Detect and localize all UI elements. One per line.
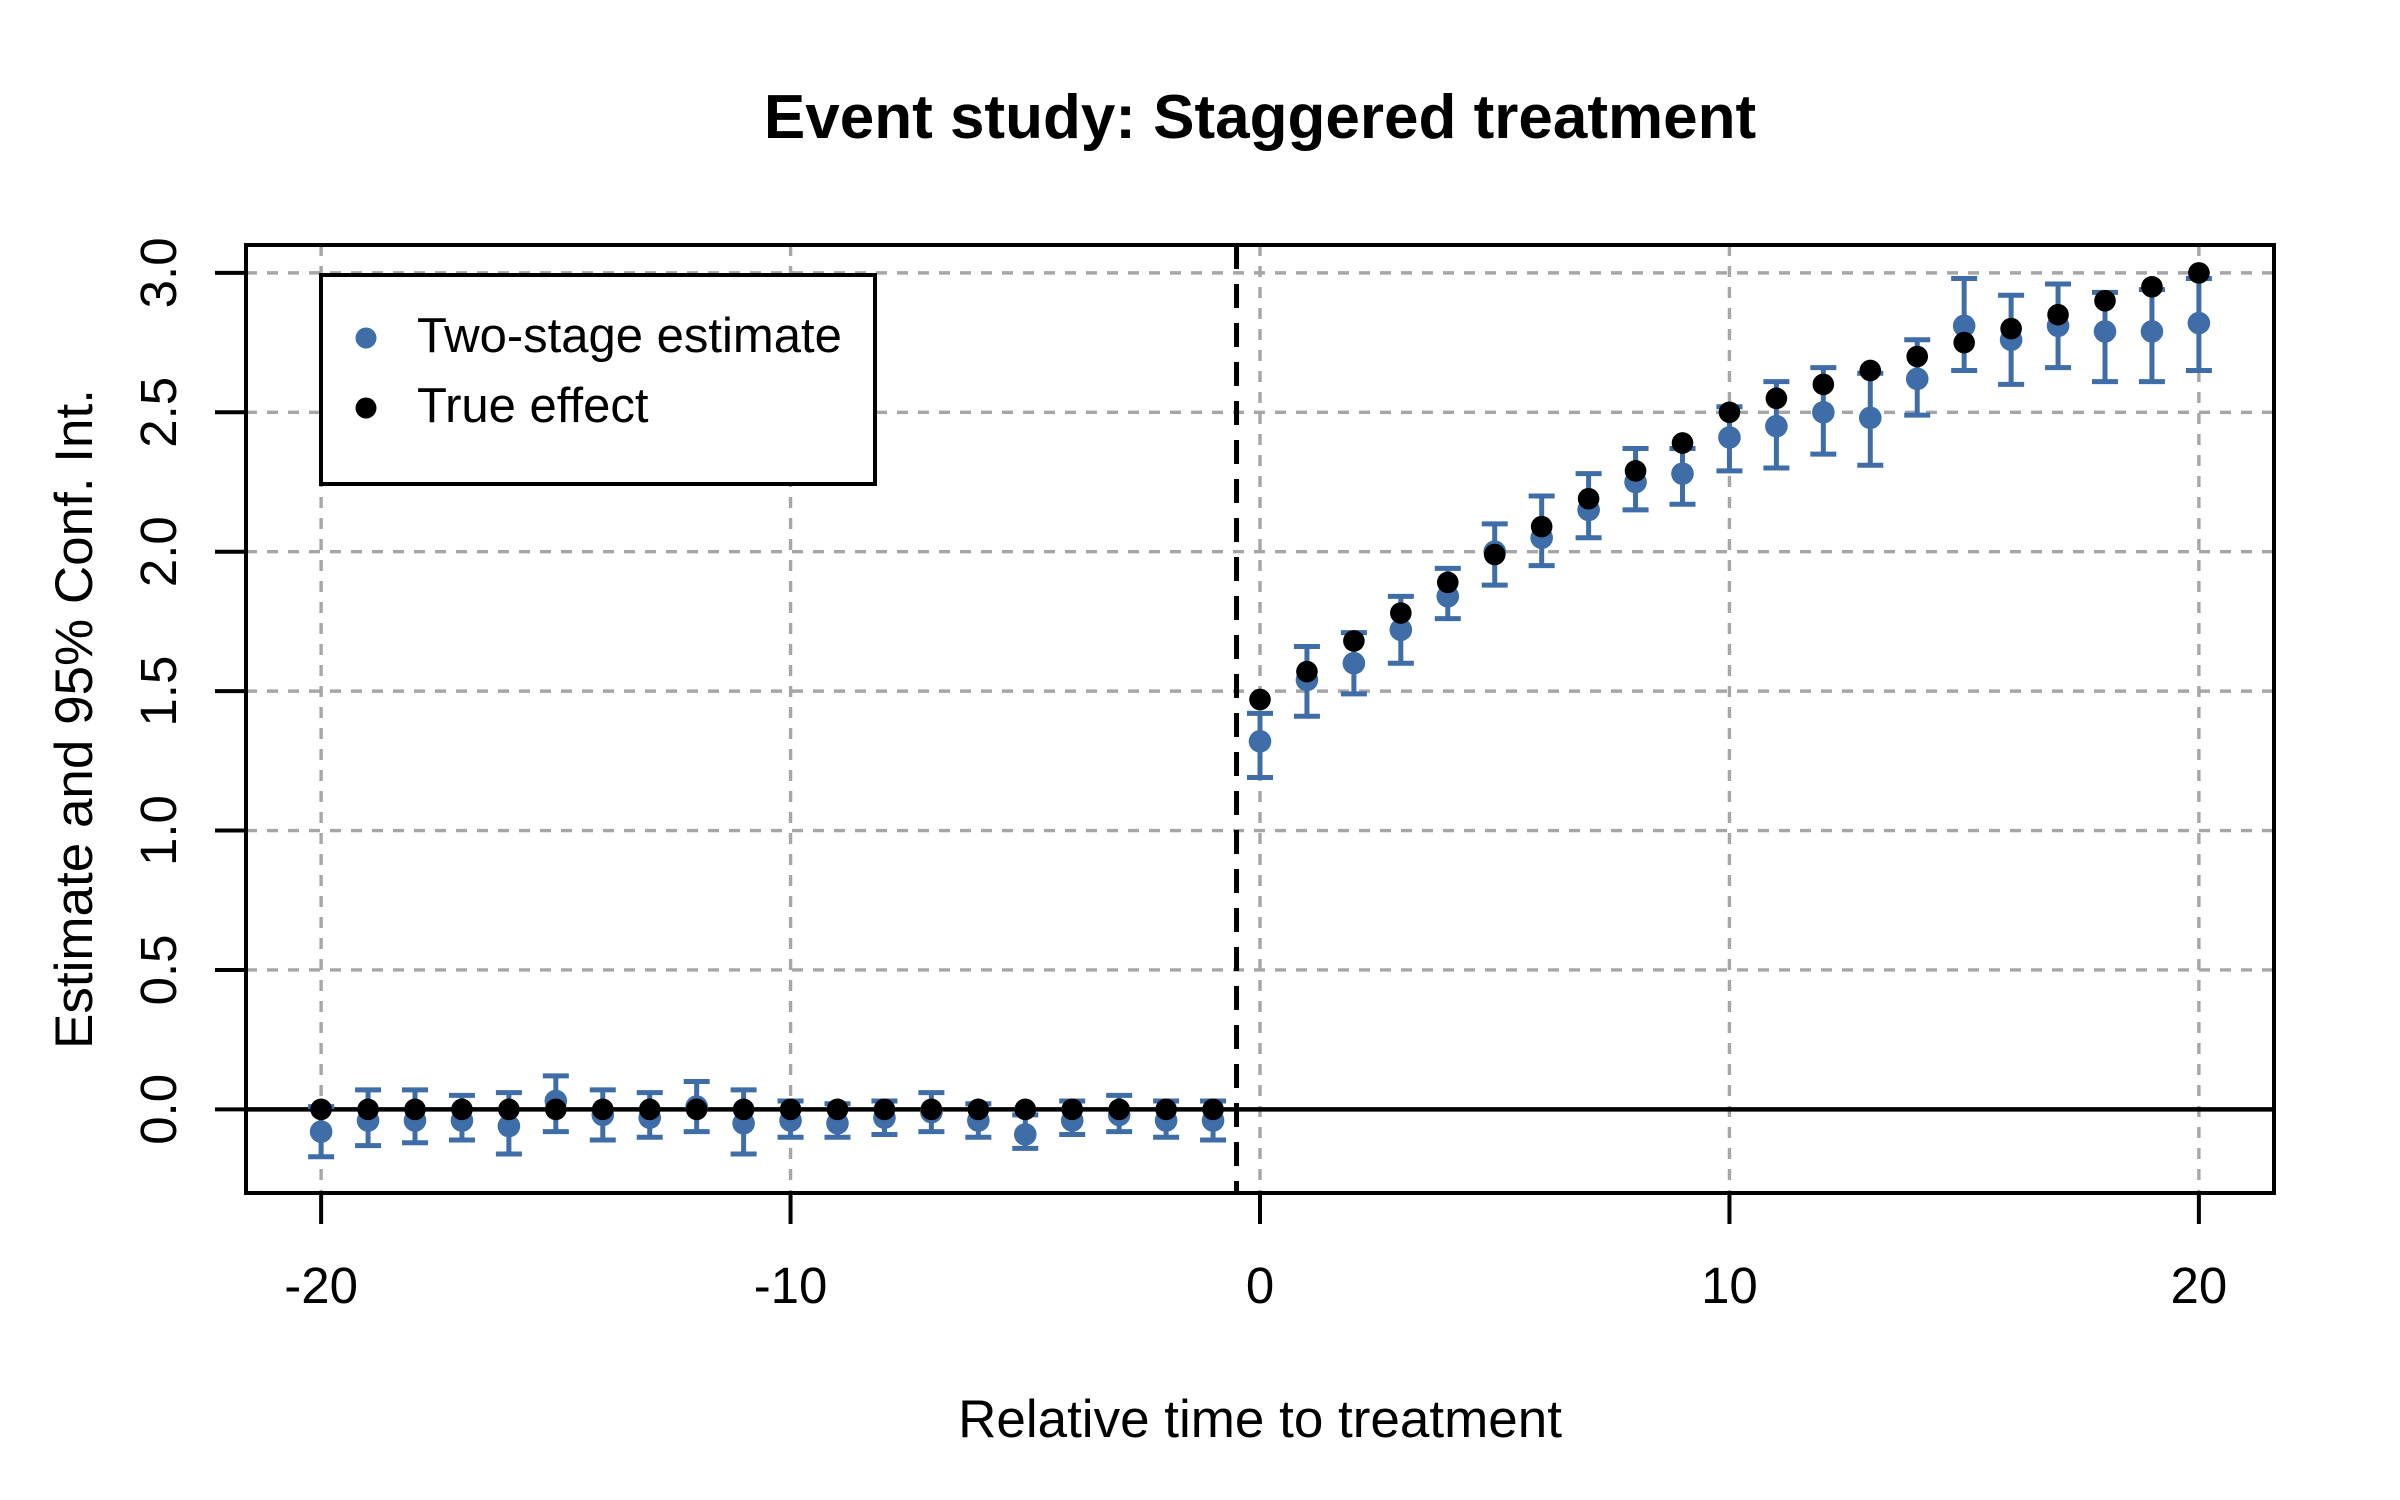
estimate-point: [2187, 311, 2211, 335]
true-effect-point: [2047, 303, 2069, 326]
legend: Two-stage estimate True effect: [319, 273, 877, 486]
true-effect-point: [2094, 289, 2116, 312]
true-effect-point: [1530, 515, 1553, 538]
true-effect-point: [1014, 1098, 1037, 1121]
true-effect-point: [732, 1098, 755, 1121]
x-tick-label: 10: [1701, 1257, 1758, 1314]
true-effect-point: [545, 1098, 567, 1121]
chart-title: Event study: Staggered treatment: [764, 83, 1756, 152]
true-effect-point: [1953, 331, 1975, 354]
estimate-point: [1952, 314, 1976, 338]
true-effect-point: [967, 1098, 990, 1121]
y-tick-label: 1.0: [130, 795, 187, 866]
true-effect-point: [638, 1098, 661, 1121]
true-effect-point: [357, 1098, 379, 1121]
true-effect-point: [591, 1098, 614, 1121]
estimate-point: [1389, 618, 1413, 642]
x-tick-label: -20: [284, 1257, 358, 1314]
true-effect-point: [1202, 1098, 1224, 1121]
x-tick-label: -10: [754, 1257, 828, 1314]
y-tick-label: 0.0: [130, 1074, 187, 1145]
true-effect-point: [1483, 543, 1506, 566]
true-effect-point: [2000, 317, 2022, 340]
true-effect-point: [1577, 487, 1600, 510]
true-effect-point: [498, 1098, 520, 1121]
estimate-point: [497, 1114, 521, 1138]
estimate-point: [2140, 320, 2164, 343]
estimate-point: [1248, 730, 1272, 753]
estimate-point: [1718, 426, 1741, 449]
true-effect-point: [1624, 460, 1647, 482]
true-effect-point: [1765, 387, 1788, 410]
true-effect-point: [1906, 345, 1929, 368]
true-effect-point: [451, 1098, 473, 1121]
true-effect-point: [404, 1098, 426, 1121]
estimate-point: [2093, 320, 2117, 343]
true-effect-point: [779, 1098, 802, 1121]
estimate-point: [309, 1120, 333, 1143]
estimate-point: [1013, 1123, 1037, 1146]
y-tick-label: 1.5: [130, 656, 187, 727]
true-effect-point: [1859, 359, 1882, 382]
x-axis-title: Relative time to treatment: [958, 1390, 1562, 1449]
y-tick-label: 0.5: [130, 934, 187, 1005]
true-effect-point: [873, 1098, 896, 1121]
true-effect-point: [1812, 373, 1835, 396]
estimate-point: [1765, 414, 1788, 438]
true-effect-point: [1155, 1098, 1177, 1121]
true-effect-point: [2141, 276, 2163, 298]
true-effect-point: [1061, 1098, 1084, 1121]
x-tick-label: 20: [2171, 1257, 2228, 1314]
legend-label-estimate: Two-stage estimate: [417, 309, 842, 363]
true-effect-point: [1390, 602, 1412, 624]
estimate-point: [1905, 367, 1929, 391]
y-tick-label: 2.5: [130, 377, 187, 448]
estimate-point: [1812, 400, 1835, 424]
x-tick-label: 0: [1246, 1257, 1274, 1314]
legend-dot-true-effect: [355, 397, 377, 419]
y-tick-label: 2.0: [130, 516, 187, 587]
estimate-point: [1342, 651, 1366, 675]
true-effect-point: [1296, 660, 1318, 683]
true-effect-point: [1249, 688, 1271, 711]
true-effect-point: [2188, 262, 2210, 284]
estimate-point: [1858, 406, 1882, 430]
y-axis-title: Estimate and 95% Conf. Int.: [45, 389, 104, 1049]
true-effect-point: [1343, 630, 1365, 652]
y-tick-label: 3.0: [130, 237, 187, 308]
true-effect-point: [685, 1098, 708, 1121]
true-effect-point: [310, 1098, 332, 1121]
true-effect-point: [1436, 571, 1459, 594]
true-effect-point: [1718, 401, 1741, 424]
true-effect-point: [826, 1098, 849, 1121]
true-effect-point: [920, 1098, 943, 1121]
true-effect-point: [1108, 1098, 1130, 1121]
legend-box: [319, 273, 877, 486]
legend-dot-estimate: [355, 327, 377, 349]
estimate-point: [1671, 462, 1694, 485]
legend-label-true-effect: True effect: [417, 379, 649, 433]
true-effect-point: [1671, 432, 1694, 454]
